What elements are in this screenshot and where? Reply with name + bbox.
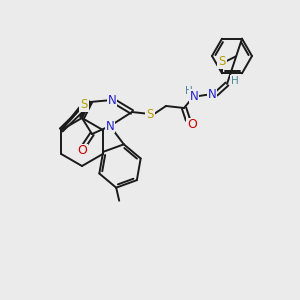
Text: N: N: [190, 89, 198, 103]
Text: N: N: [106, 119, 114, 133]
Text: N: N: [208, 88, 216, 100]
Text: O: O: [77, 145, 87, 158]
Text: H: H: [231, 76, 239, 86]
Text: O: O: [187, 118, 197, 131]
Text: S: S: [80, 98, 88, 112]
Text: S: S: [218, 55, 226, 68]
Text: N: N: [108, 94, 116, 106]
Text: H: H: [185, 86, 193, 96]
Text: S: S: [146, 107, 154, 121]
